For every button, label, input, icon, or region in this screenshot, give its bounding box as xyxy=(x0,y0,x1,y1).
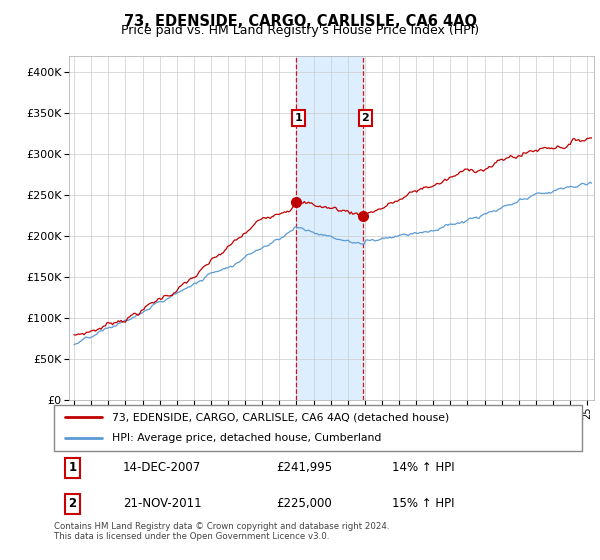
Text: 21-NOV-2011: 21-NOV-2011 xyxy=(122,497,201,510)
Text: Contains HM Land Registry data © Crown copyright and database right 2024.
This d: Contains HM Land Registry data © Crown c… xyxy=(54,522,389,542)
Text: 73, EDENSIDE, CARGO, CARLISLE, CA6 4AQ (detached house): 73, EDENSIDE, CARGO, CARLISLE, CA6 4AQ (… xyxy=(112,412,449,422)
Text: 73, EDENSIDE, CARGO, CARLISLE, CA6 4AQ: 73, EDENSIDE, CARGO, CARLISLE, CA6 4AQ xyxy=(124,14,476,29)
Bar xyxy=(296,56,363,400)
Text: 14% ↑ HPI: 14% ↑ HPI xyxy=(392,461,455,474)
Text: £241,995: £241,995 xyxy=(276,461,332,474)
Text: Price paid vs. HM Land Registry's House Price Index (HPI): Price paid vs. HM Land Registry's House … xyxy=(121,24,479,37)
Text: 14-DEC-2007: 14-DEC-2007 xyxy=(122,461,201,474)
Text: 1: 1 xyxy=(68,461,77,474)
Text: 15% ↑ HPI: 15% ↑ HPI xyxy=(392,497,454,510)
Text: HPI: Average price, detached house, Cumberland: HPI: Average price, detached house, Cumb… xyxy=(112,433,382,444)
Text: £225,000: £225,000 xyxy=(276,497,332,510)
Text: 1: 1 xyxy=(295,113,302,123)
Text: 2: 2 xyxy=(68,497,77,510)
Text: 2: 2 xyxy=(361,113,369,123)
